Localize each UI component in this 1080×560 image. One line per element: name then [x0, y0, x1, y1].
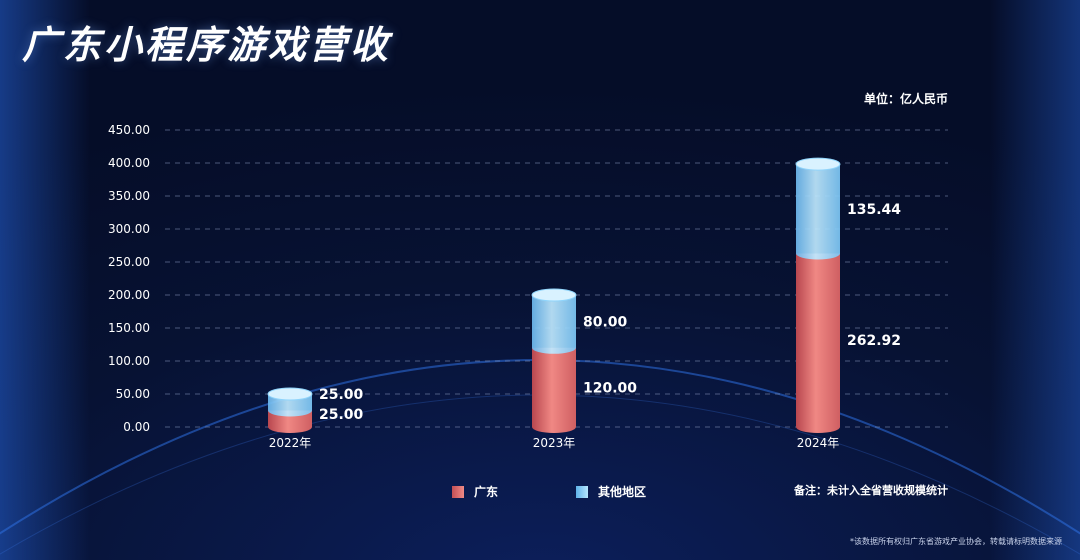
bar-top-cap [531, 288, 577, 302]
y-tick-label: 0.00 [123, 420, 150, 434]
y-tick-label: 450.00 [108, 123, 150, 137]
legend-swatch-guangdong [452, 485, 464, 498]
legend-label-guangdong: 广东 [474, 485, 499, 499]
bar-segment-guangdong [268, 410, 312, 433]
bar-segment-guangdong [532, 347, 576, 433]
y-tick-label: 350.00 [108, 189, 150, 203]
y-tick-label: 150.00 [108, 321, 150, 335]
y-tick-label: 200.00 [108, 288, 150, 302]
y-tick-label: 100.00 [108, 354, 150, 368]
unit-label: 单位：亿人民币 [863, 92, 948, 106]
x-category-label: 2022年 [269, 436, 312, 450]
footer-source-text: *该数据所有权归广东省游戏产业协会，转载请标明数据来源 [850, 537, 1062, 546]
data-label-guangdong: 262.92 [847, 333, 901, 349]
y-tick-label: 250.00 [108, 255, 150, 269]
bar-segment-other-regions [796, 164, 840, 260]
legend-item-other-regions: 其他地区 [576, 483, 646, 500]
note-text: 备注：未计入全省营收规模统计 [794, 484, 948, 497]
chart-title: 广东小程序游戏营收 [22, 23, 392, 67]
x-category-label: 2023年 [533, 436, 576, 450]
bar-segment-guangdong [796, 253, 840, 433]
bar-segment-other-regions [532, 295, 576, 354]
legend-item-guangdong: 广东 [452, 483, 498, 500]
bar-top-cap [795, 157, 841, 171]
data-label-other-regions: 25.00 [319, 387, 364, 403]
data-label-other-regions: 80.00 [583, 314, 628, 330]
y-tick-label: 50.00 [116, 387, 150, 401]
legend-swatch-other-regions [576, 485, 588, 498]
data-label-guangdong: 25.00 [319, 407, 364, 423]
legend-label-other-regions: 其他地区 [598, 485, 647, 499]
x-category-label: 2024年 [797, 436, 840, 450]
data-label-other-regions: 135.44 [847, 202, 901, 218]
bar-top-cap [267, 387, 313, 401]
y-tick-label: 400.00 [108, 156, 150, 170]
data-label-guangdong: 120.00 [583, 380, 637, 396]
y-tick-label: 300.00 [108, 222, 150, 236]
